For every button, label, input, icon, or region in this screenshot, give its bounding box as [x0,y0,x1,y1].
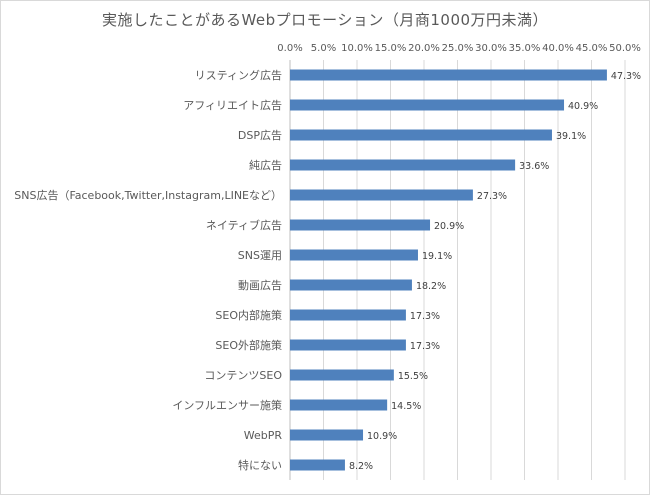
x-tick-label: 25.0% [442,43,474,54]
data-label: 17.3% [410,341,440,352]
category-label: WebPR [244,429,283,442]
x-tick-label: 45.0% [576,43,608,54]
bar [290,129,552,141]
bar [290,69,607,81]
x-tick-label: 30.0% [475,43,507,54]
data-label: 17.3% [410,311,440,322]
category-label: リスティング広告 [195,68,282,82]
chart-title: 実施したことがあるWebプロモーション（月商1000万円未満） [101,11,549,29]
x-tick-label: 10.0% [341,43,373,54]
data-label: 8.2% [349,461,373,472]
category-label: アフィリエイト広告 [183,99,282,112]
bar [290,249,418,261]
data-label: 33.6% [519,161,549,172]
data-label: 10.9% [367,431,397,442]
category-label: SEO外部施策 [215,338,282,352]
x-tick-label: 15.0% [375,43,407,54]
category-label: 特にない [238,458,282,472]
bar [290,99,565,111]
bar [290,279,412,291]
x-tick-label: 50.0% [609,43,641,54]
bar [290,339,406,351]
data-label: 47.3% [611,71,641,82]
x-tick-label: 0.0% [277,43,302,54]
bar [290,309,406,321]
x-tick-label: 40.0% [542,43,574,54]
category-label: コンテンツSEO [204,369,282,382]
bar [290,219,431,231]
bar [290,429,364,441]
bar [290,159,516,171]
data-label: 14.5% [391,401,421,412]
x-tick-label: 35.0% [509,43,541,54]
data-label: 27.3% [477,191,507,202]
data-label: 18.2% [416,281,446,292]
category-label: SEO内部施策 [215,308,282,322]
data-label: 40.9% [568,101,598,112]
data-label: 20.9% [434,221,464,232]
bar [290,189,473,201]
bar [290,399,388,411]
x-tick-label: 5.0% [311,43,336,54]
bar [290,369,394,381]
category-label: ネイティブ広告 [206,218,282,232]
category-label: 純広告 [249,159,282,172]
category-label: インフルエンサー施策 [172,398,282,412]
category-label: 動画広告 [238,278,282,292]
bar [290,459,345,471]
data-label: 19.1% [422,251,452,262]
category-label: DSP広告 [238,129,282,142]
x-tick-label: 20.0% [408,43,440,54]
category-label: SNS運用 [238,249,282,262]
data-label: 39.1% [556,131,586,142]
data-label: 15.5% [398,371,428,382]
category-label: SNS広告（Facebook,Twitter,Instagram,LINEなど） [14,189,282,202]
